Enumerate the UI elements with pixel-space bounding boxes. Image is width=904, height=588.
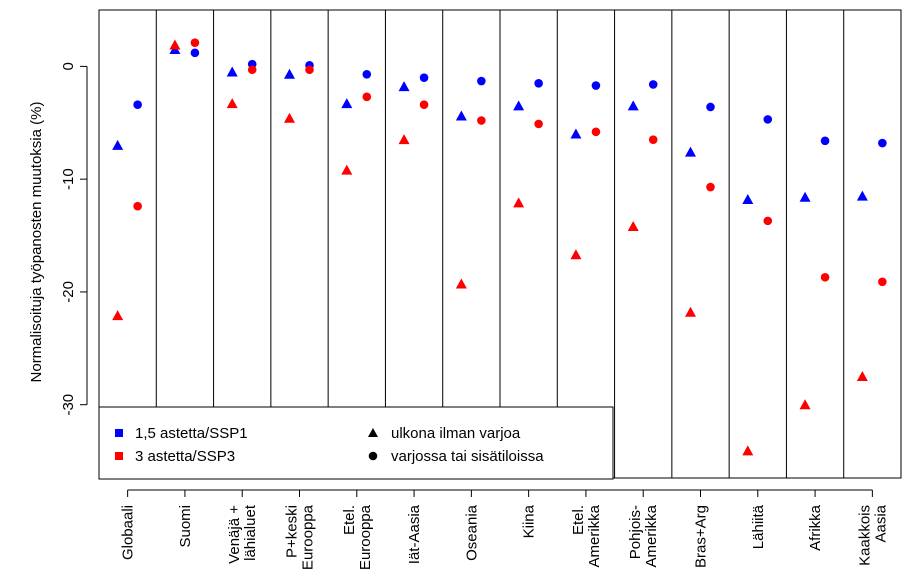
point-ssp1-outdoor <box>685 146 696 157</box>
point-ssp3-indoor <box>763 216 773 226</box>
point-ssp1-outdoor <box>799 191 811 202</box>
point-ssp1-indoor <box>820 136 830 146</box>
point-ssp1-outdoor <box>112 139 124 150</box>
point-ssp3-indoor <box>820 272 830 282</box>
x-tick-label: KaakkoisAasia <box>856 504 889 566</box>
y-tick-label: -20 <box>60 281 77 303</box>
point-ssp1-indoor <box>763 115 773 124</box>
legend-ssp1-label: 1,5 astetta/SSP1 <box>135 425 248 442</box>
y-tick-label: -30 <box>60 394 77 416</box>
legend-circle-marker <box>368 451 378 461</box>
point-ssp3-outdoor <box>341 164 353 175</box>
point-ssp3-outdoor <box>627 221 639 232</box>
point-ssp3-indoor <box>305 65 314 75</box>
point-ssp3-outdoor <box>742 445 754 456</box>
point-ssp3-indoor <box>706 182 715 192</box>
point-ssp3-outdoor <box>226 98 238 109</box>
point-ssp1-indoor <box>534 79 543 88</box>
x-tick-label: Globaali <box>120 505 137 560</box>
x-tick-label: Bras+Arg <box>693 505 710 568</box>
point-ssp1-outdoor <box>398 81 410 92</box>
point-ssp3-indoor <box>133 201 142 211</box>
data-marks <box>112 38 887 456</box>
x-tick-label: Lähiitä <box>750 504 767 549</box>
x-axis: Globaali Suomi Venäjä +lähialuet P+keskiEur… <box>120 489 889 570</box>
x-tick-label: Etel.Eurooppa <box>341 504 374 570</box>
point-ssp1-outdoor <box>513 100 525 111</box>
legend: 1,5 astetta/SSP1 3 astetta/SSP3 ulkona i… <box>98 406 614 480</box>
point-ssp1-outdoor <box>570 128 582 139</box>
legend-box <box>98 406 614 480</box>
point-ssp3-outdoor <box>398 134 410 145</box>
x-tick-label: Venäjä +lähialuet <box>226 504 259 564</box>
y-tick-label: -10 <box>60 168 77 190</box>
point-ssp3-outdoor <box>856 371 868 382</box>
x-tick-label: Iät-Aasia <box>406 504 423 564</box>
point-ssp1-indoor <box>133 100 142 110</box>
x-tick-label: Suomi <box>177 505 194 548</box>
point-ssp3-outdoor <box>570 249 582 260</box>
point-ssp1-indoor <box>706 102 715 112</box>
y-tick-label: 0 <box>60 62 77 70</box>
point-ssp3-indoor <box>534 119 543 129</box>
legend-indoor-label: varjossa tai sisätiloissa <box>391 448 544 465</box>
legend-ssp1-swatch <box>115 429 123 437</box>
point-ssp1-indoor <box>477 76 486 86</box>
legend-outdoor-label: ulkona ilman varjoa <box>391 425 521 442</box>
point-ssp1-indoor <box>190 48 200 58</box>
x-tick-label: Kiina <box>521 504 538 538</box>
point-ssp3-indoor <box>362 92 372 102</box>
point-ssp3-outdoor <box>169 39 181 50</box>
y-axis: 0 -10 -20 -30 <box>60 62 88 416</box>
point-ssp1-outdoor <box>226 66 238 77</box>
point-ssp1-outdoor <box>341 98 353 109</box>
x-tick-label: Oseania <box>463 504 480 561</box>
y-axis-label: Normalisoituja työpanosten muutoksia (%) <box>28 102 45 383</box>
point-ssp1-outdoor <box>455 110 467 121</box>
point-ssp3-indoor <box>648 135 658 144</box>
point-ssp3-indoor <box>419 100 429 110</box>
point-ssp3-outdoor <box>284 112 295 123</box>
point-ssp3-outdoor <box>799 399 811 410</box>
x-tick-label: P+keskiEurooppa <box>284 504 317 570</box>
point-ssp1-outdoor <box>627 100 639 111</box>
legend-ssp3-swatch <box>115 452 123 460</box>
point-ssp3-outdoor <box>685 306 696 317</box>
point-ssp1-indoor <box>878 138 887 148</box>
x-tick-label: Pohjois-Amerikka <box>627 504 660 567</box>
panel-dividers <box>155 10 845 478</box>
x-tick-label: Afrikka <box>807 504 824 551</box>
point-ssp3-indoor <box>878 277 887 287</box>
legend-ssp3-label: 3 astetta/SSP3 <box>135 448 235 465</box>
legend-triangle-marker <box>368 428 378 437</box>
point-ssp3-outdoor <box>112 310 124 321</box>
point-ssp3-indoor <box>247 65 257 75</box>
point-ssp1-outdoor <box>742 193 754 204</box>
point-ssp3-indoor <box>190 38 200 48</box>
point-ssp1-indoor <box>591 81 601 90</box>
point-ssp3-outdoor <box>455 278 467 289</box>
point-ssp1-indoor <box>419 73 429 82</box>
point-ssp1-indoor <box>648 80 658 89</box>
point-ssp1-outdoor <box>856 190 868 201</box>
point-ssp1-indoor <box>362 69 372 79</box>
point-ssp3-outdoor <box>513 197 525 208</box>
point-ssp3-indoor <box>477 116 486 125</box>
point-ssp1-outdoor <box>284 68 295 79</box>
x-tick-label: Etel.Amerikka <box>570 504 603 567</box>
point-ssp3-indoor <box>591 127 601 137</box>
